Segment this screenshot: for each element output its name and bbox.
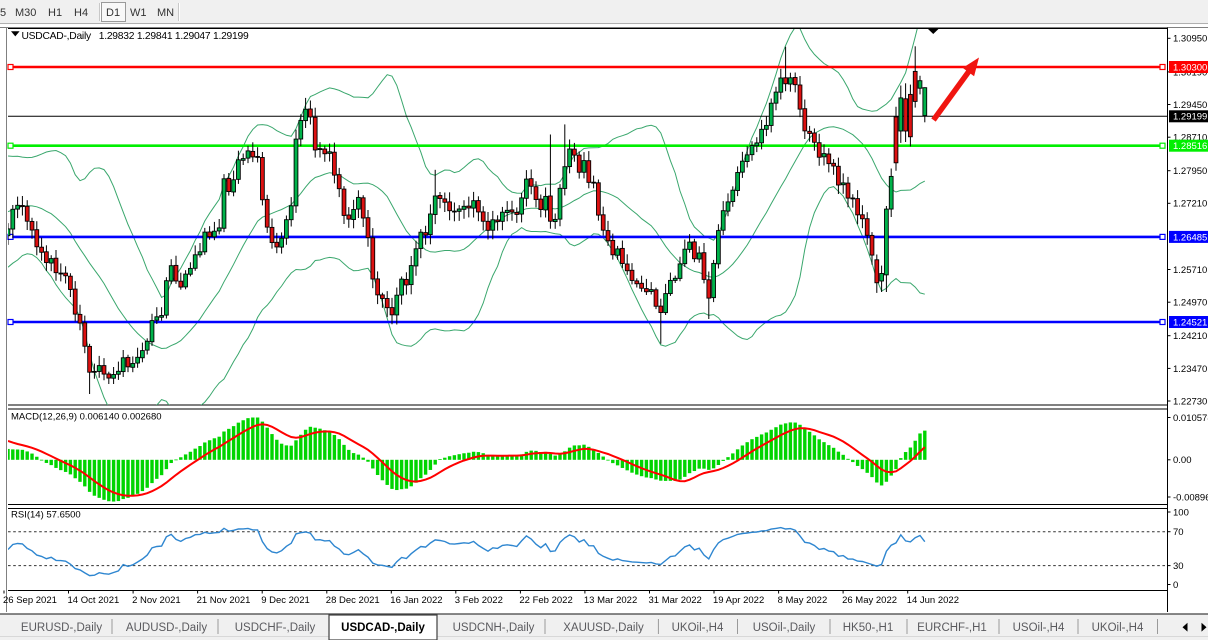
svg-text:3 Feb 2022: 3 Feb 2022 — [455, 595, 503, 606]
svg-text:XAUUSD-,Daily: XAUUSD-,Daily — [563, 622, 644, 634]
svg-text:0: 0 — [1173, 580, 1178, 591]
svg-text:1.24521: 1.24521 — [1173, 317, 1207, 328]
svg-text:1.29199: 1.29199 — [1173, 112, 1207, 123]
svg-text:1.23470: 1.23470 — [1173, 364, 1207, 375]
svg-text:1.28516: 1.28516 — [1173, 141, 1207, 152]
svg-text:USDCAD-,Daily 1.29832 1.2984: USDCAD-,Daily 1.29832 1.29841 1.29047 1.… — [22, 31, 249, 42]
svg-text:1.24210: 1.24210 — [1173, 331, 1207, 342]
svg-text:16 Jan 2022: 16 Jan 2022 — [390, 595, 442, 606]
svg-text:HK50-,H1: HK50-,H1 — [843, 622, 894, 634]
svg-text:1.25710: 1.25710 — [1173, 265, 1207, 276]
svg-text:MN: MN — [157, 7, 174, 19]
svg-text:USOil-,H4: USOil-,H4 — [1013, 622, 1065, 634]
svg-text:28 Dec 2021: 28 Dec 2021 — [326, 595, 380, 606]
svg-text:M30: M30 — [15, 7, 36, 19]
svg-text:31 Mar 2022: 31 Mar 2022 — [649, 595, 702, 606]
svg-text:D1: D1 — [106, 7, 120, 19]
svg-text:14 Jun 2022: 14 Jun 2022 — [907, 595, 959, 606]
svg-text:26 May 2022: 26 May 2022 — [842, 595, 897, 606]
svg-text:100: 100 — [1173, 507, 1189, 518]
svg-text:1.28710: 1.28710 — [1173, 133, 1207, 144]
svg-text:H1: H1 — [48, 7, 62, 19]
svg-text:UKOil-,H4: UKOil-,H4 — [1092, 622, 1144, 634]
svg-text:5: 5 — [0, 7, 6, 19]
svg-text:MACD(12,26,9) 0.006140 0.00268: MACD(12,26,9) 0.006140 0.002680 — [11, 412, 162, 423]
svg-text:1.30950: 1.30950 — [1173, 34, 1207, 45]
svg-text:21 Nov 2021: 21 Nov 2021 — [197, 595, 251, 606]
svg-text:26 Sep 2021: 26 Sep 2021 — [3, 595, 57, 606]
svg-text:14 Oct 2021: 14 Oct 2021 — [68, 595, 120, 606]
svg-text:1.27950: 1.27950 — [1173, 166, 1207, 177]
svg-text:9 Dec 2021: 9 Dec 2021 — [261, 595, 310, 606]
svg-text:13 Mar 2022: 13 Mar 2022 — [584, 595, 637, 606]
svg-text:19 Apr 2022: 19 Apr 2022 — [713, 595, 764, 606]
svg-text:USDCHF-,Daily: USDCHF-,Daily — [235, 622, 316, 634]
svg-text:1.24970: 1.24970 — [1173, 298, 1207, 309]
svg-text:UKOil-,H4: UKOil-,H4 — [672, 622, 724, 634]
svg-text:8 May 2022: 8 May 2022 — [778, 595, 828, 606]
svg-text:0.00: 0.00 — [1173, 455, 1192, 466]
svg-text:RSI(14) 57.6500: RSI(14) 57.6500 — [11, 510, 81, 521]
svg-text:USOil-,Daily: USOil-,Daily — [753, 622, 816, 634]
svg-text:W1: W1 — [130, 7, 147, 19]
svg-text:0.010578: 0.010578 — [1173, 413, 1208, 424]
svg-text:2 Nov 2021: 2 Nov 2021 — [132, 595, 181, 606]
svg-text:1.27210: 1.27210 — [1173, 199, 1207, 210]
svg-text:70: 70 — [1173, 527, 1184, 538]
svg-text:H4: H4 — [74, 7, 88, 19]
svg-text:30: 30 — [1173, 561, 1184, 572]
svg-text:1.26485: 1.26485 — [1173, 232, 1207, 243]
svg-text:EURCHF-,H1: EURCHF-,H1 — [917, 622, 987, 634]
svg-text:AUDUSD-,Daily: AUDUSD-,Daily — [126, 622, 207, 634]
svg-text:1.29450: 1.29450 — [1173, 100, 1207, 111]
svg-text:USDCNH-,Daily: USDCNH-,Daily — [453, 622, 535, 634]
svg-text:22 Feb 2022: 22 Feb 2022 — [519, 595, 572, 606]
svg-text:-0.00896: -0.00896 — [1173, 492, 1208, 503]
svg-text:1.30300: 1.30300 — [1173, 62, 1207, 73]
svg-text:USDCAD-,Daily: USDCAD-,Daily — [341, 622, 425, 634]
svg-text:EURUSD-,Daily: EURUSD-,Daily — [21, 622, 102, 634]
svg-text:1.22730: 1.22730 — [1173, 396, 1207, 407]
